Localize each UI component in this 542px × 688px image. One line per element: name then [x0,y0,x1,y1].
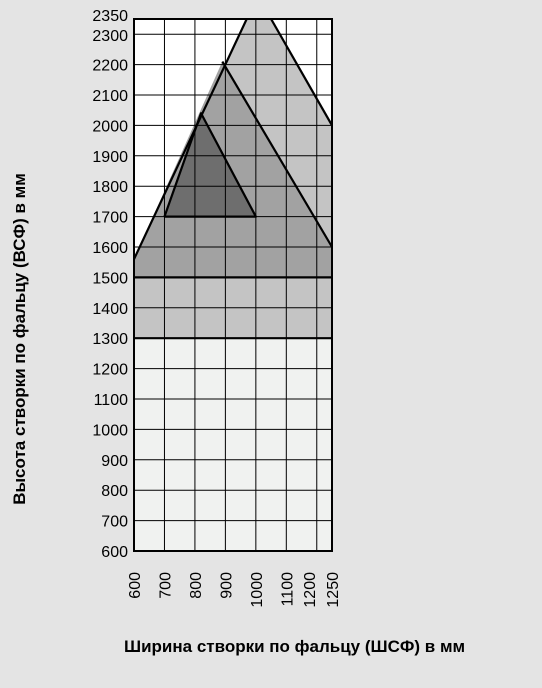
y-tick-label: 900 [101,453,128,470]
y-tick-label: 1300 [92,331,128,348]
y-tick-label: 1400 [92,301,128,318]
x-axis-label: Ширина створки по фальцу (ШСФ) в мм [124,637,466,656]
y-tick-label: 2350 [92,8,128,25]
region-3 [134,61,332,278]
y-tick-label: 2300 [92,28,128,45]
boundary-line-5 [163,112,257,218]
y-tick-label: 1700 [92,210,128,227]
y-tick-label: 700 [101,514,128,531]
y-tick-label: 1600 [92,240,128,257]
boundary-line-3 [270,19,332,126]
region-4 [164,113,256,217]
x-tick-label: 700 [157,572,174,599]
x-tick-label: 1100 [279,572,296,607]
y-tick-label: 1900 [92,149,128,166]
y-tick-label: 1500 [92,270,128,287]
x-tick-label: 900 [218,572,235,599]
x-tick-label: 1250 [325,572,342,608]
x-tick-label: 600 [127,572,144,599]
x-tick-label: 800 [188,572,205,599]
x-tick-label: 1000 [249,572,266,608]
y-tick-label: 600 [101,544,128,561]
plot-area [134,19,332,551]
region-0 [134,338,332,551]
y-tick-label: 2200 [92,58,128,75]
x-tick-label: 1200 [302,572,319,608]
y-tick-label: 1000 [92,422,128,439]
plot-border [133,18,333,552]
y-tick-label: 1100 [94,392,129,409]
y-tick-label: 2100 [92,88,128,105]
y-tick-label: 1800 [92,179,128,196]
y-tick-label: 800 [101,483,128,500]
y-axis-label: Высота створки по фальцу (ВСФ) в мм [10,173,29,505]
y-tick-label: 1200 [92,362,128,379]
boundary-line-2 [134,19,248,260]
y-tick-label: 2000 [92,118,128,135]
boundary-line-4 [221,61,332,248]
